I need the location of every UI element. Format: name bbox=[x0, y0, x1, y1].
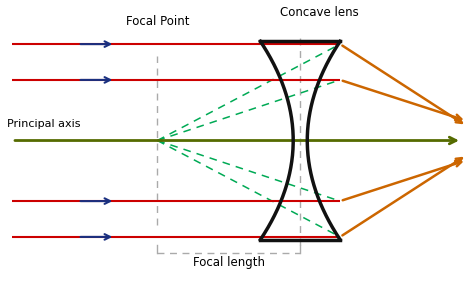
Text: Principal axis: Principal axis bbox=[8, 119, 81, 130]
Text: Concave lens: Concave lens bbox=[280, 6, 358, 19]
Text: Focal length: Focal length bbox=[193, 256, 265, 269]
Text: Focal Point: Focal Point bbox=[126, 15, 189, 28]
